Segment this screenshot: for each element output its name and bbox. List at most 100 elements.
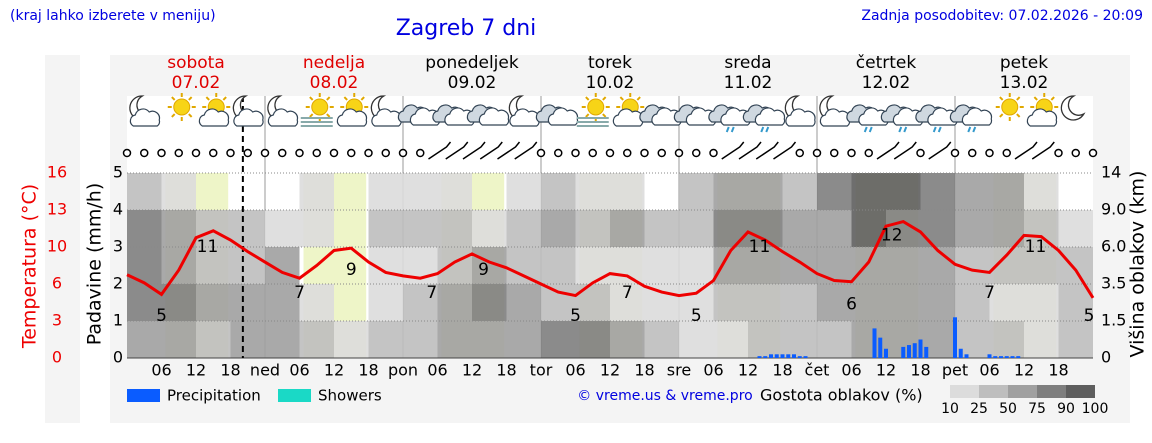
cloud-density-cell [575,173,610,210]
wind-calm [847,148,856,158]
temperature-label: 7 [426,283,437,303]
cloud-density-cell [713,210,748,247]
weather-icon [167,93,196,121]
cloud-density-cell [437,284,472,321]
icon-cloud [233,108,264,127]
cloud-density-cell [334,321,369,358]
cloud-density-cell [127,210,162,247]
x-tick-label: 18 [634,361,654,380]
x-tick-label: 12 [186,361,206,380]
icon-ray [309,96,314,101]
weather-icon [198,93,231,127]
temperature-tick-label: 16 [47,163,67,182]
icon-rain [868,126,873,133]
icon-cloud [754,107,786,126]
cloud-density-cell [817,321,852,358]
cloud-density-cell [851,284,886,321]
x-tick-label: 18 [220,361,240,380]
wind-barb [1031,141,1055,160]
cloud-density-cell [472,284,507,321]
wind-barb [497,141,521,160]
cloud-density-cell [299,321,334,358]
cloud-height-tick-label: 14 [1101,163,1121,182]
cloud-density-cell [644,321,679,358]
cloud-density-cell [265,210,300,247]
wind-calm [347,148,356,158]
icon-ray [360,96,365,101]
wind-calm [709,148,718,158]
cloud-density-cell [506,173,541,210]
precipitation-bar [803,356,808,358]
cloud-density-cell [437,210,472,247]
precipitation-bar [964,354,969,358]
icon-cloud [478,107,510,126]
precipitation-axis-title: Padavine (mm/h) [84,183,106,346]
cloud-density-cell [541,173,576,210]
density-level: 10 [941,401,959,417]
precipitation-bar [872,328,877,358]
cloud-density-cell [299,284,334,321]
hint: (kraj lahko izberete v meniju) [10,8,216,24]
precipitation-bar [1016,356,1021,358]
density-level: 25 [970,401,988,417]
density-level: 90 [1057,401,1075,417]
day-date: 10.02 [586,73,635,93]
wind-barb [462,141,486,160]
icon-rain [730,126,735,133]
cloud-density-cell [817,247,852,284]
cloud-density-cell [161,284,196,321]
x-tick-label: 18 [1048,361,1068,380]
x-tick-label: 06 [703,361,723,380]
weather-icon [576,93,610,127]
day-name: sobota [167,53,225,73]
cloud-density-cell [1024,210,1059,247]
density-swatch [1066,385,1095,398]
cloud-density-cell [782,321,817,358]
weather-icon [784,95,816,127]
temperature-tick-label: 0 [52,348,62,367]
wind-calm [381,148,390,158]
wind-barb [514,141,538,160]
cloud-density-cell [748,173,783,210]
day-date: 07.02 [172,73,221,93]
cloud-density-cell [920,284,955,321]
wind-barb [479,141,503,160]
icon-ray [343,96,348,101]
temperature-tick-label: 6 [52,274,62,293]
cloud-density-cell [506,210,541,247]
wind-calm [174,148,183,158]
cloud-density-cell [1024,284,1059,321]
precipitation-bar [958,348,963,358]
icon-cloud [785,108,816,127]
precipitation-bar [774,354,779,358]
cloud-density-cell [955,210,990,247]
showers-swatch [278,389,311,402]
x-tick-label: 18 [910,361,930,380]
cloud-density-cell [541,210,576,247]
cloud-density-cell [265,321,300,358]
x-tick-label: 12 [738,361,758,380]
cloud-density-cell [851,247,886,284]
precipitation-bar [757,356,762,358]
cloud-density-cell [1024,173,1059,210]
day-date: 13.02 [1000,73,1049,93]
x-tick-label: 06 [841,361,861,380]
cloud-density-cell [782,247,817,284]
temperature-label: 11 [749,237,771,257]
wind-barb [773,141,797,160]
wind-calm [278,148,287,158]
icon-ray [585,113,590,118]
x-tick-label: 18 [772,361,792,380]
left-panel [45,55,80,423]
cloud-density-cell [161,210,196,247]
cloud-density-cell [610,321,645,358]
cloud-density-cell [782,173,817,210]
cloud-density-cell [644,247,679,284]
icon-ray [602,113,607,118]
x-tick-label: tor [530,361,553,380]
cloud-density-cell [437,247,472,284]
icon-cloud [198,108,230,127]
cloud-density-cell [472,321,507,358]
cloud-height-tick-label: 9.0 [1101,200,1126,219]
x-tick-label: pon [388,361,418,380]
